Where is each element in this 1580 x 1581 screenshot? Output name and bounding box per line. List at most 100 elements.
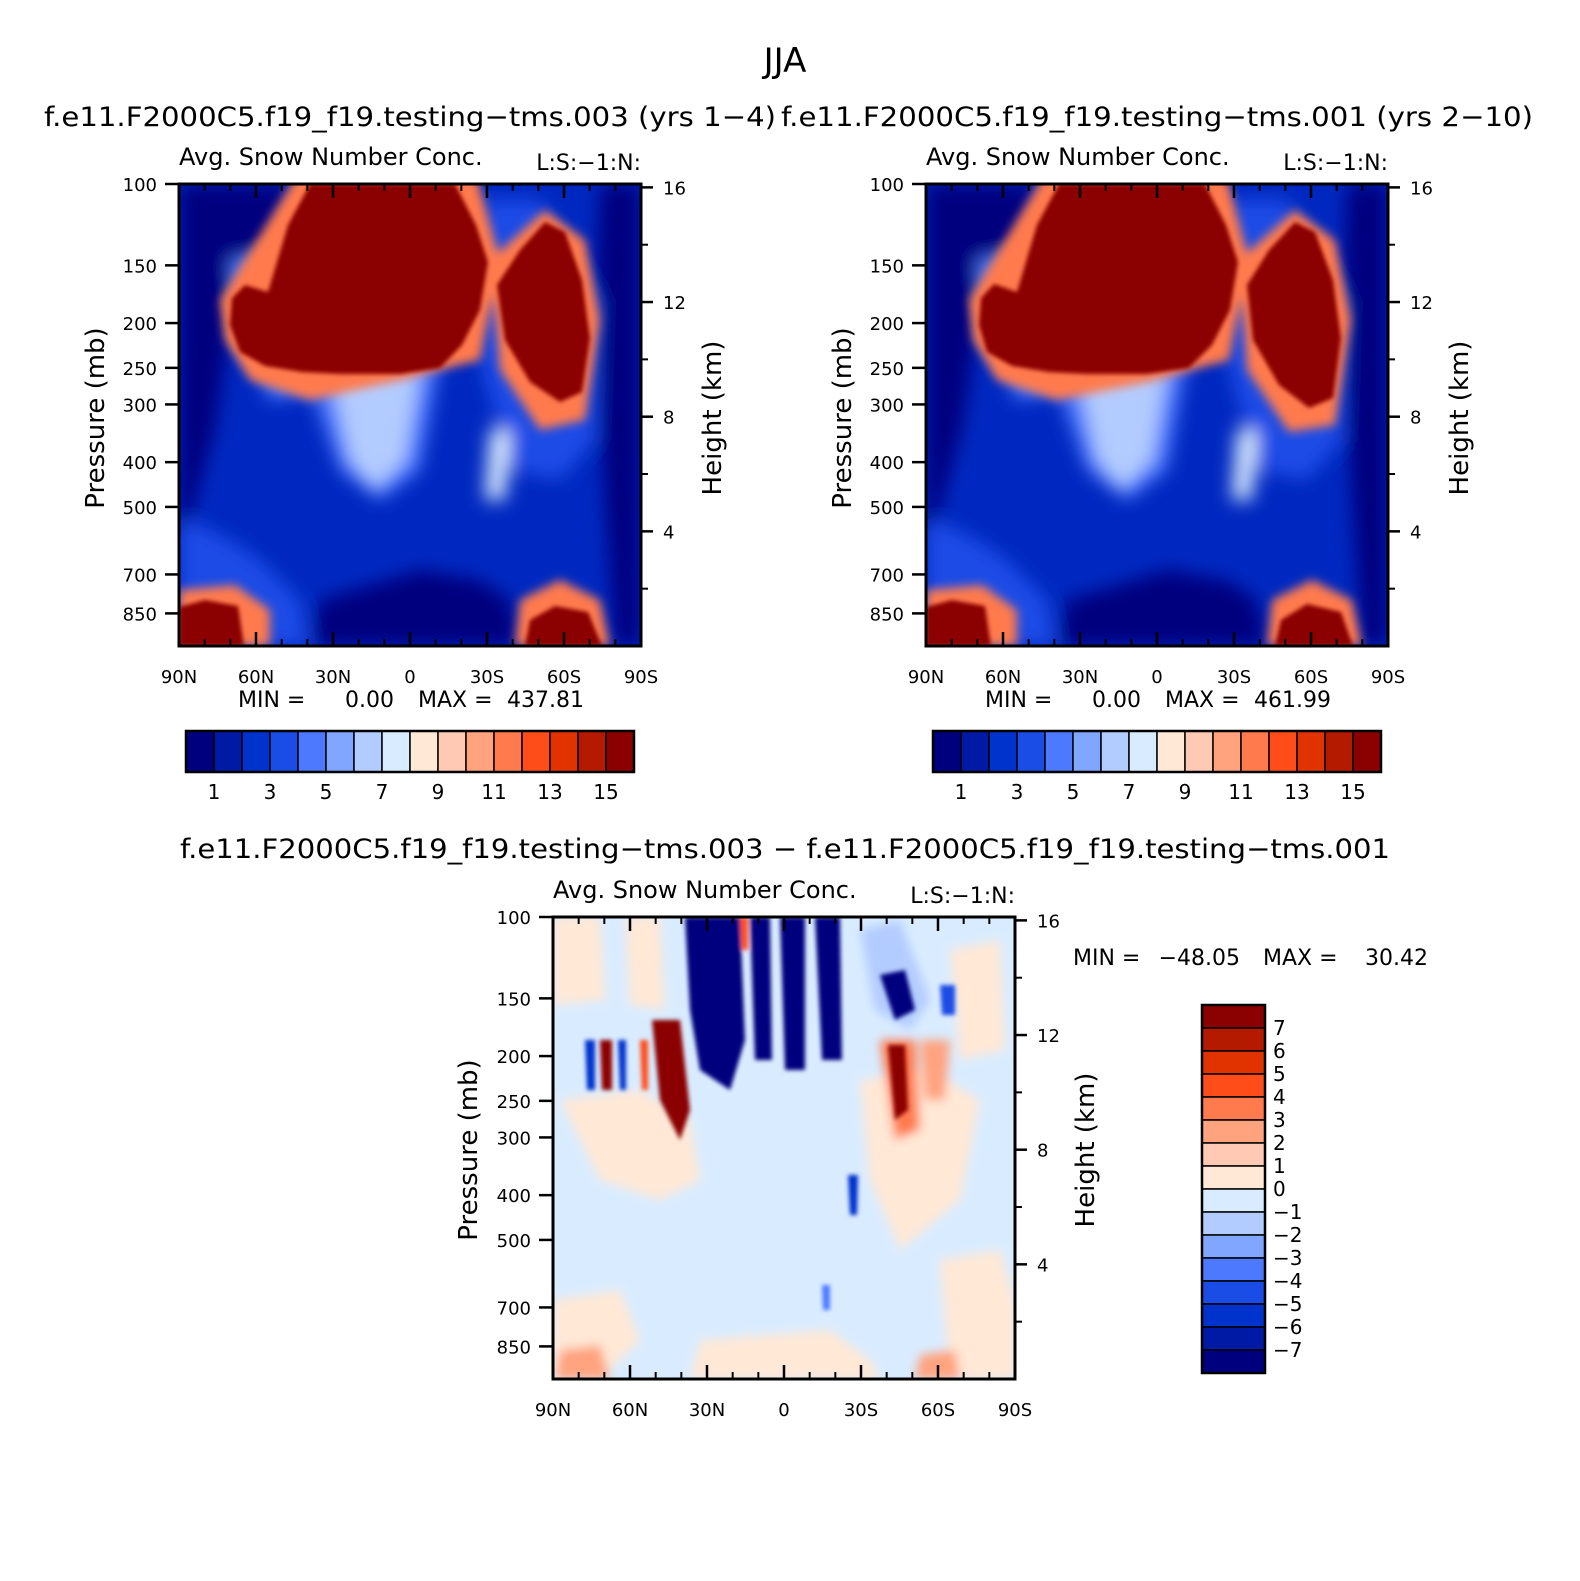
panel-2-max-value: 461.99: [1254, 688, 1331, 713]
colorbar-label: 11: [1228, 780, 1253, 804]
colorbar-box: [381, 730, 411, 773]
colorbar-label: 9: [1179, 780, 1192, 804]
colorbar-label: 7: [1123, 780, 1136, 804]
panel-3-max-value: 30.42: [1365, 946, 1428, 971]
panel-3-units: L:S:−1:N:: [910, 884, 1015, 909]
panel-1-ylabel-right: Height (km): [698, 341, 728, 496]
y-tick-label: 700: [870, 565, 904, 586]
colorbar-box: [521, 730, 551, 773]
y-tick-label: 100: [497, 908, 531, 929]
panel-3-max-label: MAX =: [1263, 946, 1338, 971]
y-tick-label: 300: [123, 395, 157, 416]
x-tick-label: 60N: [612, 1400, 648, 1421]
colorbar-box: [1268, 730, 1298, 773]
colorbar-label: 5: [1067, 780, 1080, 804]
x-tick-label: 90N: [161, 667, 197, 688]
colorbar-label: 3: [264, 780, 277, 804]
colorbar-frame: [931, 729, 1383, 774]
colorbar-box: [409, 730, 439, 773]
x-tick-label: 90S: [624, 667, 658, 688]
colorbar-label: 1: [208, 780, 221, 804]
y-tick-label: 300: [870, 395, 904, 416]
colorbar-label: −2: [1273, 1223, 1302, 1247]
colorbar-label: 13: [537, 780, 562, 804]
colorbar-label: 15: [593, 780, 618, 804]
colorbar-box: [1201, 1073, 1266, 1098]
colorbar-label: −1: [1273, 1200, 1302, 1224]
panel-1-axes: 90N 60N 30N 0 30S 60S 90S 100 150 200 250 300 400 500…: [123, 175, 686, 688]
figure-title: JJA: [762, 41, 807, 81]
colorbar-box: [1201, 1050, 1266, 1075]
y-tick-label: 850: [497, 1337, 531, 1358]
colorbar-label: −7: [1273, 1338, 1302, 1362]
colorbar-box: [1201, 1188, 1266, 1213]
panel-2-units: L:S:−1:N:: [1283, 151, 1388, 176]
colorbar-box: [988, 730, 1018, 773]
colorbar-box: [1201, 1211, 1266, 1236]
colorbar-frame: [1200, 1003, 1267, 1375]
colorbar-label: 11: [481, 780, 506, 804]
x-tick-label: 90N: [535, 1400, 571, 1421]
colorbar-box: [297, 730, 327, 773]
y-tick-label: 500: [870, 498, 904, 519]
panel-3-ylabel-right: Height (km): [1071, 1073, 1101, 1228]
colorbar-box: [437, 730, 467, 773]
y-tick-label: 300: [497, 1128, 531, 1149]
y-tick-label: 500: [123, 498, 157, 519]
panel-1-max-value: 437.81: [507, 688, 584, 713]
colorbar-box: [1201, 1257, 1266, 1282]
y-tick-label: 200: [870, 314, 904, 335]
y-tick-label: 100: [123, 175, 157, 196]
colorbar-box: [1201, 1303, 1266, 1328]
panel-1-max-label: MAX =: [418, 688, 493, 713]
y-tick-label: 100: [870, 175, 904, 196]
y-tick-label: 200: [123, 314, 157, 335]
panel-2-ylabel: Pressure (mb): [828, 327, 858, 508]
colorbar-label: 4: [1273, 1085, 1286, 1109]
panel-1-units: L:S:−1:N:: [536, 151, 641, 176]
y-tick-label: 250: [123, 359, 157, 380]
colorbar-box: [1201, 1142, 1266, 1167]
colorbar-box: [1352, 730, 1382, 773]
x-tick-label: 60S: [921, 1400, 955, 1421]
panel-2-title: Avg. Snow Number Conc.: [926, 143, 1230, 171]
panel-3-ylabel: Pressure (mb): [454, 1059, 484, 1240]
panel-2: f.e11.F2000C5.f19_f19.testing−tms.001 (y…: [781, 102, 1533, 804]
colorbar-frame: [184, 729, 636, 774]
x-tick-label: 30S: [470, 667, 504, 688]
panel-2-min-label: MIN =: [985, 688, 1052, 713]
y-right-tick-label: 12: [663, 293, 686, 314]
panel-1-colorbar: 1 3 5 7 9 11 13 15: [184, 729, 636, 804]
x-tick-label: 30N: [689, 1400, 725, 1421]
colorbar-label: 0: [1273, 1177, 1286, 1201]
y-tick-label: 700: [123, 565, 157, 586]
colorbar-box: [960, 730, 990, 773]
y-right-tick-label: 4: [663, 522, 674, 543]
y-tick-label: 850: [870, 604, 904, 625]
colorbar-box: [1201, 1326, 1266, 1351]
colorbar-label: 1: [1273, 1154, 1286, 1178]
panel-3-title: Avg. Snow Number Conc.: [553, 876, 857, 904]
colorbar-box: [1184, 730, 1214, 773]
colorbar-label: 9: [432, 780, 445, 804]
x-tick-label: 90S: [998, 1400, 1032, 1421]
panel-3-min-label: MIN =: [1073, 946, 1140, 971]
colorbar-box: [1201, 1027, 1266, 1052]
y-tick-label: 500: [497, 1231, 531, 1252]
colorbar-box: [269, 730, 299, 773]
panel-3-min-value: −48.05: [1159, 946, 1240, 971]
y-right-tick-label: 16: [1410, 178, 1433, 199]
x-tick-label: 90S: [1371, 667, 1405, 688]
y-tick-label: 150: [123, 256, 157, 277]
y-right-tick-label: 4: [1037, 1255, 1048, 1276]
colorbar-box: [1212, 730, 1242, 773]
colorbar-box: [1296, 730, 1326, 773]
colorbar-box: [1016, 730, 1046, 773]
colorbar-box: [1324, 730, 1354, 773]
colorbar-box: [1201, 1349, 1266, 1374]
x-tick-label: 30N: [1062, 667, 1098, 688]
colorbar-box: [1240, 730, 1270, 773]
y-tick-label: 400: [123, 453, 157, 474]
colorbar-box: [465, 730, 495, 773]
